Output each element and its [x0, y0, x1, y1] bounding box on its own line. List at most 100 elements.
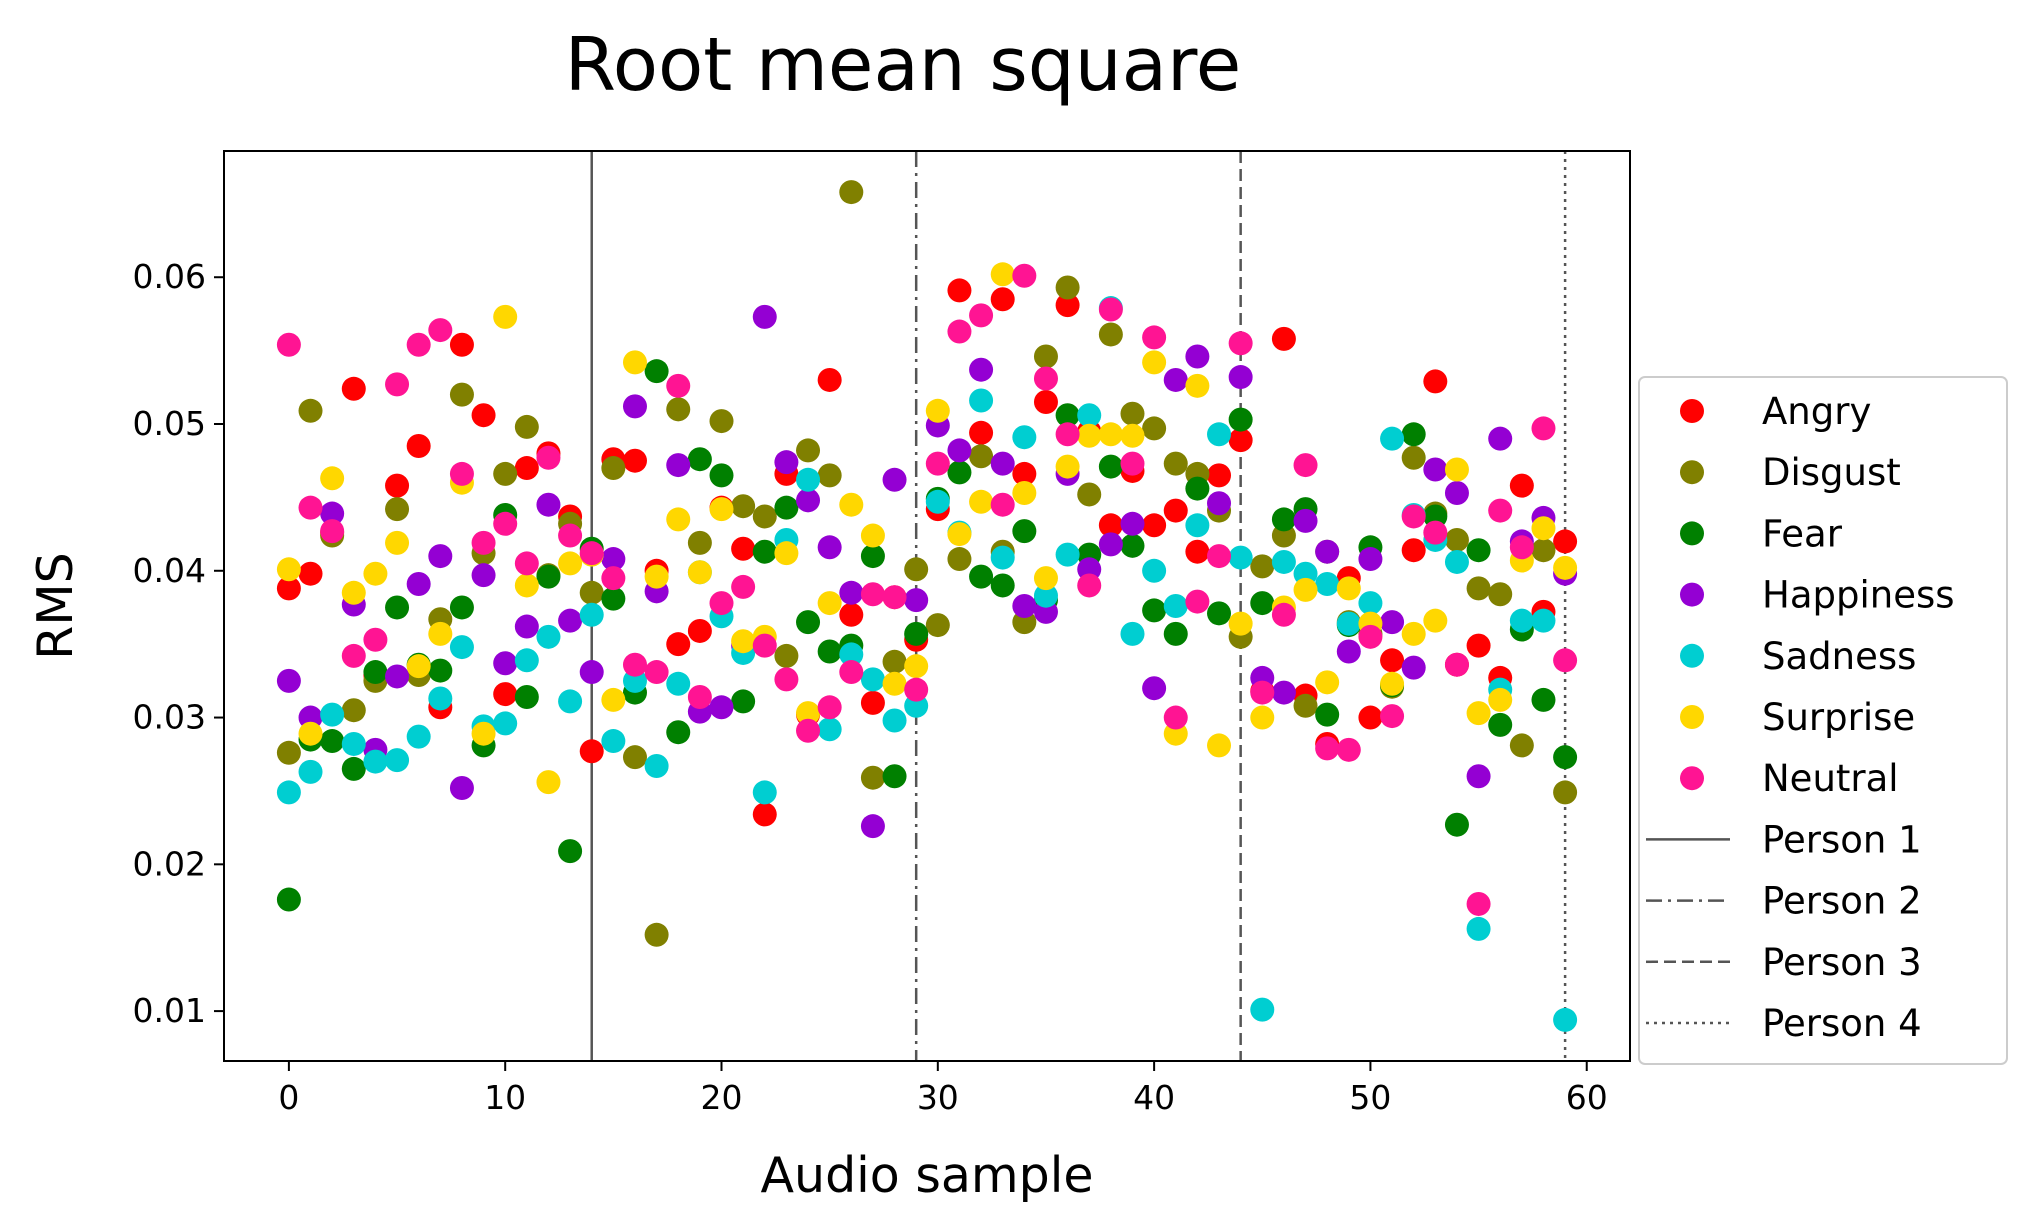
legend-marker-fear [1680, 521, 1704, 546]
point-happiness [514, 614, 539, 639]
point-disgust [1142, 416, 1167, 441]
point-surprise [1012, 480, 1037, 505]
point-surprise [622, 350, 647, 375]
point-angry [1401, 538, 1426, 563]
point-happiness [774, 450, 799, 475]
point-surprise [1098, 422, 1123, 447]
point-fear [666, 720, 691, 745]
point-neutral [471, 530, 496, 555]
point-neutral [990, 492, 1015, 517]
legend-label: Surprise [1762, 696, 1915, 739]
legend-label: Angry [1762, 390, 1871, 433]
point-angry [1163, 498, 1188, 523]
point-disgust [644, 922, 669, 947]
point-neutral [1553, 648, 1578, 673]
point-sadness [406, 724, 431, 749]
point-neutral [817, 695, 842, 720]
point-fear [687, 447, 712, 472]
point-happiness [1423, 457, 1448, 482]
point-surprise [947, 522, 972, 547]
legend: Angry Disgust Fear Happiness Sadness Surprise… [1638, 376, 2008, 1065]
point-angry [579, 739, 604, 764]
point-fear [1531, 687, 1556, 712]
point-neutral [363, 627, 388, 652]
point-neutral [449, 461, 474, 486]
series-disgust [276, 180, 1578, 947]
point-surprise [406, 654, 431, 679]
point-sadness [1466, 916, 1491, 941]
point-surprise [320, 466, 345, 491]
point-disgust [1250, 554, 1275, 579]
point-fear [1098, 454, 1123, 479]
point-neutral [1315, 736, 1340, 761]
point-sadness [882, 708, 907, 733]
point-neutral [1488, 498, 1513, 523]
point-sadness [514, 648, 539, 673]
point-angry [1466, 633, 1491, 658]
point-angry [947, 278, 972, 303]
point-happiness [449, 776, 474, 800]
point-surprise [298, 721, 323, 746]
point-sadness [1142, 558, 1167, 583]
point-neutral [1509, 535, 1534, 560]
point-surprise [1444, 457, 1469, 482]
point-fear [904, 621, 929, 646]
point-disgust [1293, 693, 1318, 718]
point-neutral [1358, 624, 1383, 649]
point-happiness [1120, 511, 1145, 536]
point-disgust [1163, 451, 1188, 476]
point-neutral [1142, 325, 1167, 350]
point-angry [449, 332, 474, 357]
point-sadness [1120, 621, 1145, 646]
point-disgust [449, 382, 474, 407]
point-happiness [428, 544, 453, 569]
point-disgust [1120, 401, 1145, 426]
point-surprise [796, 701, 821, 726]
point-happiness [839, 580, 864, 605]
point-surprise [774, 541, 799, 566]
point-angry [1185, 539, 1210, 564]
point-fear [1488, 712, 1513, 737]
point-sadness [579, 602, 604, 627]
point-disgust [882, 649, 907, 674]
point-sadness [1336, 611, 1361, 636]
point-happiness [406, 571, 431, 596]
point-disgust [947, 547, 972, 572]
point-disgust [1553, 780, 1578, 805]
point-surprise [1055, 454, 1080, 479]
point-disgust [817, 463, 842, 488]
point-neutral [1185, 589, 1210, 614]
point-fear [1553, 745, 1578, 770]
point-neutral [839, 660, 864, 685]
point-disgust [1488, 582, 1513, 607]
legend-marker-sadness [1680, 643, 1704, 668]
point-surprise [1380, 671, 1405, 696]
point-surprise [1250, 705, 1275, 730]
legend-marker-surprise [1680, 705, 1704, 729]
point-neutral [493, 511, 518, 536]
point-fear [709, 463, 734, 488]
point-fear [1228, 407, 1253, 432]
series-happiness [276, 304, 1578, 839]
point-disgust [622, 745, 647, 770]
point-angry [860, 690, 885, 715]
point-neutral [1163, 705, 1188, 730]
point-surprise [1120, 423, 1145, 448]
point-happiness [796, 488, 821, 513]
point-fear [947, 460, 972, 485]
point-neutral [1055, 422, 1080, 447]
legend-label: Fear [1762, 512, 1843, 555]
point-happiness [276, 668, 301, 693]
point-disgust [774, 643, 799, 668]
point-disgust [904, 557, 929, 582]
legend-label: Person 1 [1762, 818, 1922, 861]
point-surprise [990, 262, 1015, 287]
point-neutral [947, 319, 972, 344]
y-tick-label: 0.06 [133, 257, 206, 296]
point-sadness [1271, 549, 1296, 574]
point-neutral [1380, 704, 1405, 729]
point-surprise [1293, 577, 1318, 602]
legend-label: Happiness [1762, 574, 1955, 617]
point-surprise [709, 497, 734, 522]
point-disgust [385, 497, 410, 522]
